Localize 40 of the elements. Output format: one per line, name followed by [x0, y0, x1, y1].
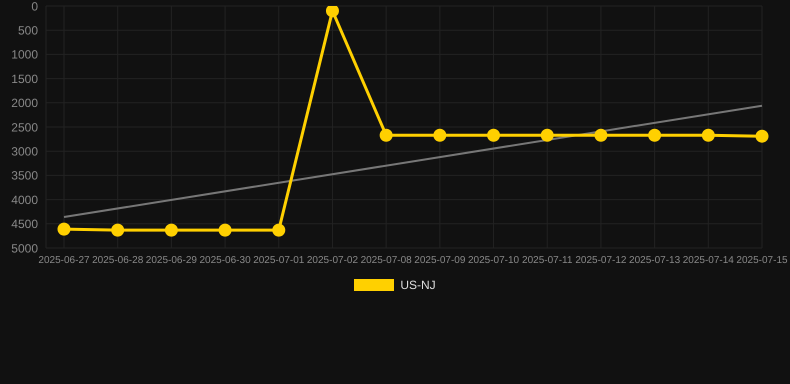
- y-tick-label: 500: [18, 23, 38, 38]
- point: [702, 128, 715, 142]
- x-tick-label: 2025-07-12: [575, 255, 627, 266]
- x-tick-label: 2025-07-15: [736, 255, 788, 266]
- legend-label: US-NJ: [400, 278, 436, 292]
- y-tick-label: 4000: [11, 192, 38, 207]
- x-tick-label: 2025-07-13: [629, 255, 681, 266]
- x-tick-label: 2025-07-09: [414, 255, 466, 266]
- x-tick-label: 2025-07-08: [360, 255, 412, 266]
- x-tick-label: 2025-07-10: [468, 255, 520, 266]
- x-tick-label: 2025-06-30: [200, 255, 252, 266]
- point: [433, 128, 446, 142]
- x-tick-label: 2025-07-02: [306, 255, 358, 266]
- y-tick-label: 5000: [11, 241, 38, 256]
- x-tick-label: 2025-06-28: [92, 255, 144, 266]
- y-tick-label: 4500: [11, 217, 38, 232]
- y-tick-label: 2500: [11, 120, 38, 134]
- x-tick-label: 2025-06-29: [146, 255, 198, 266]
- y-tick-label: 2000: [11, 96, 38, 110]
- point: [272, 224, 286, 237]
- point: [218, 224, 232, 237]
- x-tick-label: 2025-07-14: [682, 255, 734, 266]
- y-tick-label: 1000: [11, 48, 38, 62]
- y-tick-label: 3000: [11, 144, 38, 158]
- y-tick-label: 3500: [11, 168, 38, 183]
- point: [594, 128, 608, 142]
- x-tick-label: 2025-07-11: [522, 255, 573, 266]
- point: [540, 128, 554, 142]
- point: [326, 6, 339, 18]
- point: [380, 128, 393, 142]
- point: [487, 128, 500, 142]
- point: [164, 224, 178, 237]
- y-tick-label: 1500: [11, 72, 38, 86]
- y-tick-label: 0: [31, 0, 38, 14]
- point: [648, 128, 662, 142]
- x-tick-label: 2025-06-27: [38, 255, 90, 266]
- point: [58, 222, 70, 236]
- point: [756, 130, 768, 143]
- x-tick-label: 2025-07-01: [253, 255, 305, 266]
- point: [111, 224, 124, 237]
